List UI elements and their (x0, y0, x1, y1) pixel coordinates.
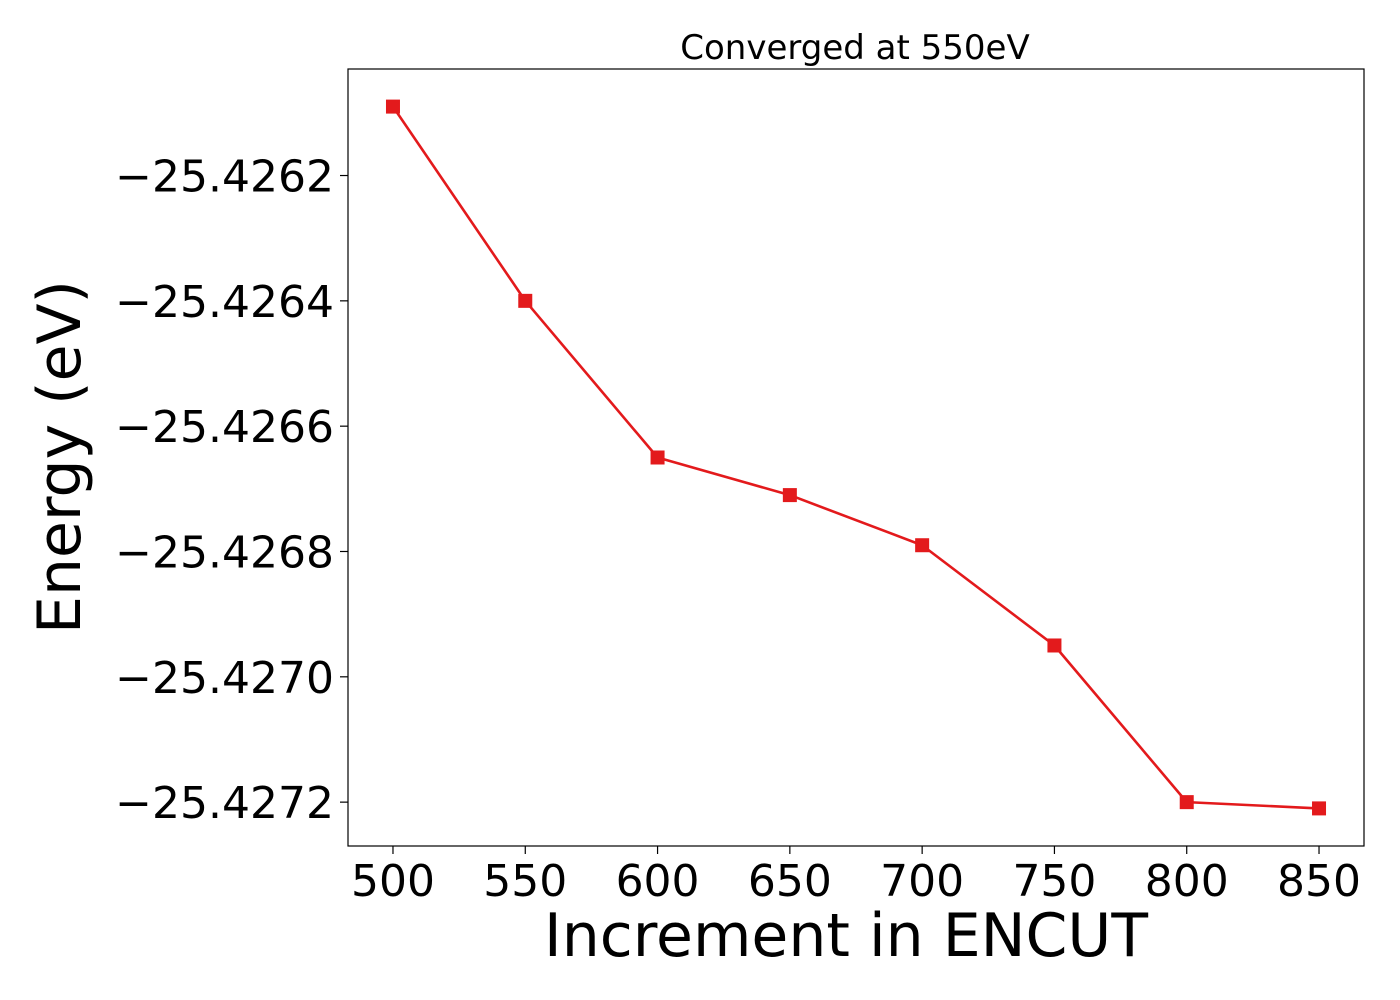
data-point-marker (915, 538, 930, 553)
x-tick-label: 600 (616, 856, 700, 907)
y-tick-label: −25.4266 (115, 402, 334, 453)
x-tick-label: 700 (880, 856, 964, 907)
x-tick-label: 850 (1277, 856, 1361, 907)
data-point-marker (650, 450, 665, 465)
series-line (391, 105, 1320, 810)
energy-series (385, 99, 1327, 816)
data-point-marker (385, 99, 400, 114)
y-axis-ticks: −25.4262 −25.4264 −25.4266 −25.4268 −25.4270… (115, 152, 348, 829)
x-tick-label: 500 (351, 856, 435, 907)
x-tick-label: 800 (1145, 856, 1229, 907)
y-tick-label: −25.4270 (115, 653, 334, 704)
x-axis-title: Increment in ENCUT (544, 901, 1148, 971)
y-tick-label: −25.4264 (115, 277, 334, 328)
chart-title: Converged at 550eV (680, 28, 1029, 68)
data-point-marker (1179, 795, 1194, 810)
x-tick-label: 550 (483, 856, 567, 907)
y-axis-title: Energy (eV) (25, 280, 95, 634)
y-tick-label: −25.4268 (115, 527, 334, 578)
y-tick-label: −25.4262 (115, 152, 334, 203)
x-axis-ticks: 500 550 600 650 700 750 800 850 (351, 846, 1361, 907)
y-tick-label: −25.4272 (115, 778, 334, 829)
plot-area-frame (347, 68, 1365, 847)
x-tick-label: 650 (748, 856, 832, 907)
data-point-marker (782, 488, 797, 503)
data-point-marker (518, 293, 533, 308)
data-point-marker (1312, 801, 1327, 816)
x-tick-label: 750 (1012, 856, 1096, 907)
data-point-marker (1047, 638, 1062, 653)
